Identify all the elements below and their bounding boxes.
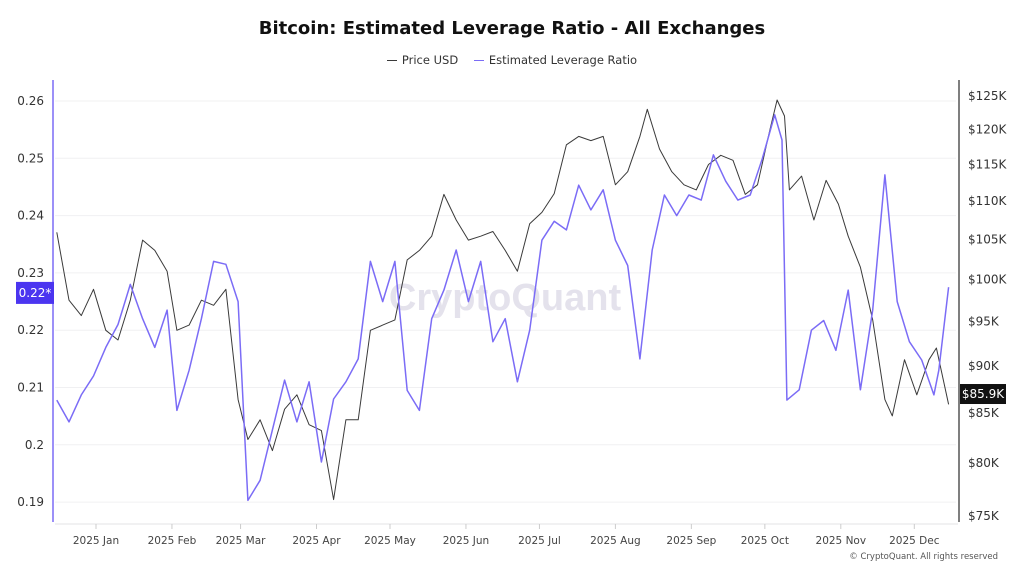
legend-swatch-price <box>386 59 397 61</box>
x-tick-label: 2025 May <box>364 535 416 547</box>
right-tick-label: $95K <box>968 315 1000 329</box>
legend-item-price[interactable]: Price USD <box>386 53 459 68</box>
x-tick-label: 2025 Mar <box>216 535 267 547</box>
right-tick-label: $125K <box>968 89 1008 103</box>
left-tick-label: 0.22 <box>17 323 44 337</box>
left-tick-label: 0.2 <box>25 438 44 452</box>
legend-item-leverage[interactable]: Estimated Leverage Ratio <box>473 53 638 68</box>
chart-title: Bitcoin: Estimated Leverage Ratio - All … <box>258 18 766 39</box>
price-current-badge <box>960 384 1006 405</box>
right-tick-label: $90K <box>968 359 1000 373</box>
left-tick-label: 0.25 <box>17 151 44 165</box>
leverage-current-value: 0.22* <box>19 286 52 300</box>
x-tick-label: 2025 Feb <box>148 535 197 547</box>
price-current-value: $85.9K <box>962 387 1005 401</box>
right-tick-label: $110K <box>968 194 1008 208</box>
x-tick-label: 2025 Jan <box>73 535 119 547</box>
copyright: © CryptoQuant. All rights reserved <box>849 552 998 562</box>
legend-swatch-leverage <box>473 59 484 61</box>
leverage-line <box>56 114 950 502</box>
legend: Price USD Estimated Leverage Ratio <box>0 50 1024 67</box>
right-tick-label: $75K <box>968 509 1000 523</box>
left-tick-label: 0.23 <box>17 266 44 280</box>
x-tick-label: 2025 Sep <box>666 535 716 547</box>
watermark: CryptoQuant <box>389 277 622 319</box>
right-tick-label: $120K <box>968 123 1008 137</box>
x-tick-label: 2025 Oct <box>741 535 789 547</box>
right-tick-label: $80K <box>968 456 1000 470</box>
x-tick-label: 2025 Apr <box>292 535 341 547</box>
right-tick-label: $115K <box>968 158 1008 172</box>
right-tick-label: $100K <box>968 272 1008 286</box>
x-tick-label: 2025 Dec <box>889 535 940 547</box>
x-tick-label: 2025 Nov <box>816 535 867 547</box>
x-tick-label: 2025 Jul <box>518 535 561 547</box>
x-tick-label: 2025 Aug <box>590 535 641 547</box>
x-tick-label: 2025 Jun <box>443 535 489 547</box>
legend-label-leverage: Estimated Leverage Ratio <box>488 53 638 68</box>
left-tick-label: 0.26 <box>17 94 44 108</box>
left-tick-label: 0.21 <box>17 381 44 395</box>
legend-label-price: Price USD <box>401 53 459 68</box>
leverage-current-badge <box>16 281 54 304</box>
right-tick-label: $85K <box>968 406 1000 420</box>
price-line <box>56 99 950 501</box>
left-tick-label: 0.24 <box>17 209 44 223</box>
right-tick-label: $105K <box>968 232 1008 246</box>
left-tick-label: 0.19 <box>17 495 44 509</box>
